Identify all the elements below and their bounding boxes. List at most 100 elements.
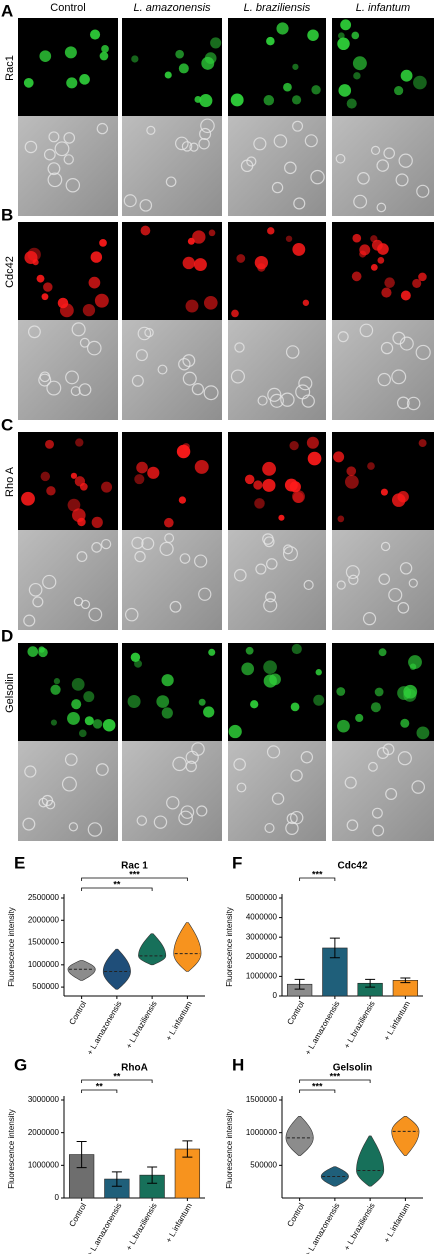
cell [208,648,216,656]
dic-cell [271,181,284,194]
violin [285,1116,314,1156]
dic-cell [406,396,421,411]
fluorescence-image [122,432,222,530]
cell [230,93,244,107]
cell [45,439,54,449]
dic-cell [280,392,295,407]
cell [257,263,266,272]
cell [337,719,350,733]
cell [284,478,298,492]
cell [67,712,80,725]
cell [67,498,81,512]
y-tick-label: 1000000 [246,972,278,981]
cell [210,37,222,49]
dic-cell [292,120,304,132]
dic-cell [357,172,370,185]
cell [64,46,77,59]
cell [384,277,395,288]
chart-title: Rac 1 [121,861,148,872]
x-tick-label: + L.amazonensis [303,1202,341,1254]
dic-cell [362,612,377,626]
y-tick-label: 1500000 [246,1095,278,1104]
dic-cell [191,742,205,756]
cell [269,673,281,686]
y-tick-label: 2500000 [28,893,60,902]
dic-cell [383,147,396,160]
cell [88,276,101,289]
dic-cell [266,745,281,759]
cell [291,643,302,655]
dic-image [18,530,118,630]
dic-cell [391,369,407,385]
cell [102,718,116,732]
dic-cell [47,162,61,176]
dic-cell [376,202,387,213]
dic-cell [181,141,193,152]
cell [94,293,109,308]
cell [78,729,87,738]
dic-cell [178,810,193,826]
dic-image [122,116,222,216]
dic-cell [269,393,284,408]
x-tick-label: + L.infantum [382,1201,412,1244]
significance-bracket [299,877,336,881]
cell [147,466,160,479]
panel-letter: G [14,1055,27,1074]
column-header: L. amazonensis [133,2,211,14]
dic-cell [257,395,268,406]
significance-bracket [81,1089,118,1093]
dic-cell [199,127,212,141]
dic-image [18,320,118,420]
dic-cell [87,822,103,837]
cell [351,271,362,282]
dic-cell [396,396,410,410]
dic-image [332,320,434,420]
dic-cell [284,161,297,175]
dic-cell [283,544,293,555]
cell [57,297,69,309]
cell [416,726,430,740]
dic-cell [48,131,60,143]
chart-title: Cdc42 [337,861,367,872]
cell [131,55,139,63]
dic-cell [185,760,197,773]
cell [292,242,306,256]
cell [178,496,187,504]
cell [182,443,190,451]
cell [267,227,275,235]
fluorescence-image [18,432,118,530]
dic-cell [71,322,86,337]
panel-letter: B [1,205,13,224]
dic-cell [198,587,212,601]
dic-cell [65,370,79,385]
dic-cell [194,554,208,568]
y-tick-label: 4000000 [246,913,278,922]
cell [380,488,388,496]
dic-cell [146,125,156,135]
significance-bracket [299,1079,371,1083]
x-tick-label: Control [67,999,88,1026]
cell [187,237,195,245]
cell [241,662,255,676]
cell [292,492,304,503]
y-axis-label: Fluorescence intensity [7,907,16,987]
cell [307,451,322,466]
dic-cell [54,141,70,157]
cell [164,517,174,528]
x-tick-label: + L.infantum [164,999,194,1042]
dic-cell [408,578,418,588]
dic-cell [388,587,403,603]
dic-cell [203,385,219,401]
dic-cell [335,153,346,164]
dic-cell [86,340,102,356]
cell [161,674,174,687]
fluorescence-image [228,222,326,320]
dic-cell [246,156,257,167]
significance-label: *** [312,869,323,879]
y-axis-label: Fluorescence intensity [225,907,234,987]
x-tick-label: + L.braziliensis [342,1000,376,1051]
dic-cell [290,810,304,825]
cell [391,493,406,507]
dic-cell [76,551,88,563]
cell [236,254,246,263]
